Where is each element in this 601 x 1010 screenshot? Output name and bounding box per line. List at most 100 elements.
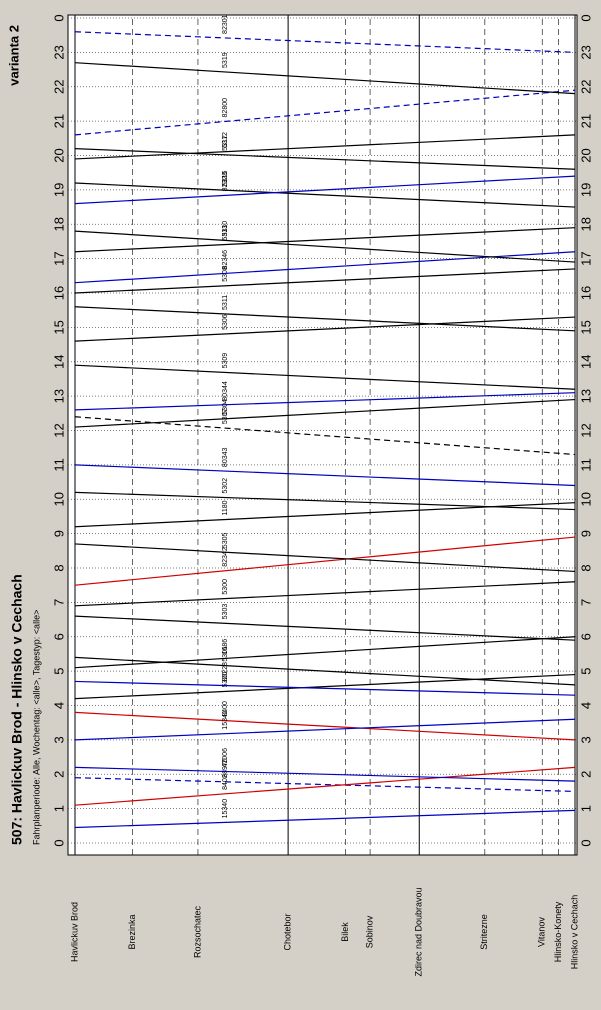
hour-label: 23 <box>51 45 66 59</box>
train-path <box>74 182 576 208</box>
hour-label: 6 <box>578 633 593 640</box>
hour-label: 3 <box>51 736 66 743</box>
train-number: 8400 <box>222 701 229 717</box>
hour-label: 10 <box>51 492 66 506</box>
station-label: Rozsochatec <box>192 905 202 958</box>
train-path <box>74 581 576 607</box>
train-path <box>74 636 576 669</box>
hour-label: 7 <box>578 599 593 606</box>
train-path <box>74 543 576 573</box>
hour-label: 12 <box>578 423 593 437</box>
station-label: Brezinka <box>127 914 137 949</box>
train-path <box>74 364 576 390</box>
train-number: 1180 <box>222 500 229 515</box>
train-number: 80228 <box>222 662 229 682</box>
train-path <box>74 491 576 511</box>
hour-label: 21 <box>578 114 593 128</box>
train-number: 5313 <box>222 225 229 241</box>
station-label: Vitanov <box>537 917 547 947</box>
train-path <box>74 766 576 782</box>
hour-label: 15 <box>578 320 593 334</box>
train-path <box>74 306 576 332</box>
chart-title: 507: Havlickuv Brod - Hlinsko v Cechach <box>9 574 25 845</box>
train-number: 5305 <box>222 533 229 549</box>
train-number: 42006 <box>222 748 229 768</box>
hour-label: 0 <box>578 839 593 846</box>
hour-label: 21 <box>51 114 66 128</box>
hour-label: 18 <box>578 217 593 231</box>
train-number: 5306 <box>222 314 229 330</box>
train-number: 8402 <box>222 774 229 790</box>
hour-label: 1 <box>51 805 66 812</box>
hour-label: 8 <box>578 564 593 571</box>
train-path <box>74 536 576 586</box>
hour-label: 23 <box>578 45 593 59</box>
train-path <box>74 148 576 170</box>
hour-label: 9 <box>51 530 66 537</box>
train-path <box>74 134 576 160</box>
hour-label: 0 <box>51 839 66 846</box>
hour-label: 14 <box>578 355 593 369</box>
hour-label: 13 <box>51 389 66 403</box>
rotated-frame: 507: Havlickuv Brod - Hlinsko v Cechach … <box>6 14 593 976</box>
train-number: 5320 <box>222 672 229 688</box>
train-path <box>74 809 576 829</box>
station-label: Bilek <box>340 922 350 942</box>
train-number: 82346 <box>222 250 229 270</box>
hour-label: 13 <box>578 389 593 403</box>
train-number: 5301 <box>222 646 229 662</box>
hour-label: 9 <box>578 530 593 537</box>
hour-label: 12 <box>51 423 66 437</box>
station-label: Hlinsko-Konety <box>553 901 563 962</box>
train-number: 5303 <box>222 604 229 620</box>
hour-label: 3 <box>578 736 593 743</box>
train-path <box>74 711 576 741</box>
train-number: 82342 <box>222 547 229 567</box>
hour-label: 17 <box>578 251 593 265</box>
hour-label: 19 <box>51 183 66 197</box>
train-path <box>74 230 576 263</box>
hour-label: 22 <box>578 80 593 94</box>
hour-label: 11 <box>578 458 593 472</box>
hour-label: 11 <box>51 458 66 472</box>
train-path <box>74 175 576 205</box>
hour-label: 0 <box>578 14 593 21</box>
train-path <box>74 227 576 253</box>
hour-label: 19 <box>578 183 593 197</box>
station-label: Stritezne <box>479 914 489 950</box>
hour-label: 14 <box>51 355 66 369</box>
hour-label: 4 <box>578 702 593 709</box>
train-number: 80343 <box>222 447 229 467</box>
train-path <box>74 31 576 53</box>
train-path <box>74 392 576 411</box>
train-number: 82800 <box>222 98 229 118</box>
hour-label: 1 <box>578 805 593 812</box>
train-path <box>74 89 576 136</box>
train-path <box>74 62 576 95</box>
train-number: 1686 <box>222 639 229 655</box>
plot-area <box>67 14 578 856</box>
chart-subtitle: Fahrplanperiode: Alle, Wochentag: <alle>… <box>31 610 41 845</box>
station-label: Hlinsko v Cechach <box>569 895 579 970</box>
hour-label: 5 <box>51 668 66 675</box>
train-path <box>74 316 576 342</box>
hour-label: 16 <box>578 286 593 300</box>
annotation: varianta 2 <box>6 25 21 86</box>
station-label: Chotebor <box>282 913 292 950</box>
train-path <box>74 718 576 741</box>
train-path <box>74 615 576 641</box>
hour-label: 17 <box>51 251 66 265</box>
train-number: 5307 <box>222 408 229 424</box>
hour-label: 22 <box>51 80 66 94</box>
station-label: Havlickuv Brod <box>69 902 79 962</box>
train-number: 88970 <box>222 758 229 778</box>
hour-label: 20 <box>51 148 66 162</box>
train-number: 5302 <box>222 478 229 494</box>
train-number: 5319 <box>222 52 229 68</box>
train-number: 5309 <box>222 353 229 369</box>
train-path <box>74 777 576 793</box>
hour-label: 6 <box>51 633 66 640</box>
train-number: 82328 <box>222 172 229 192</box>
hour-label: 0 <box>51 14 66 21</box>
